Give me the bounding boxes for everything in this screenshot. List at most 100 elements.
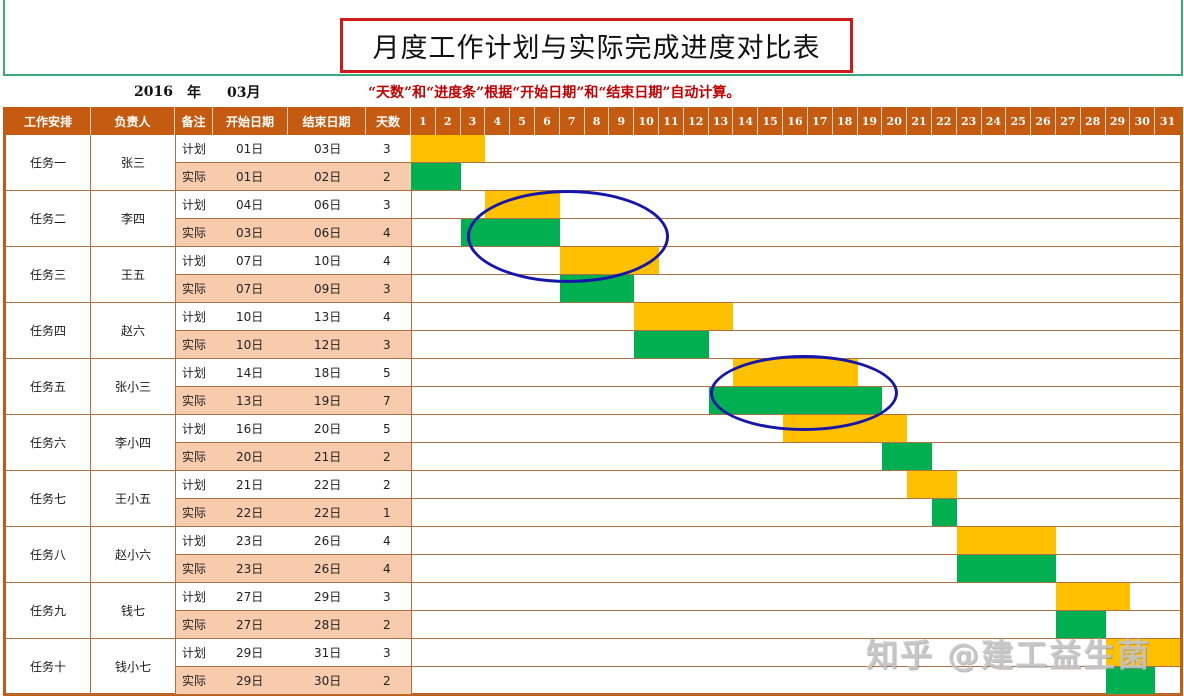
task-owner: 王五 xyxy=(120,268,145,282)
auto-calc-note: “天数”和“进度条”根据“开始日期”和“结束日期”自动计算。 xyxy=(368,85,741,101)
task-name: 任务三 xyxy=(6,247,91,302)
start-date-cell: 23日 xyxy=(236,562,264,576)
actual-progress-bar xyxy=(931,499,957,526)
day-header: 5 xyxy=(510,107,536,135)
start-date-cell: 27日 xyxy=(236,590,264,604)
start-date-cell: 22日 xyxy=(236,506,264,520)
task-group: 任务七 王小五 xyxy=(6,471,175,527)
title-frame xyxy=(3,0,1183,76)
remark-cell: 计划 xyxy=(182,534,207,548)
grid-line xyxy=(411,302,1180,303)
actual-progress-bar xyxy=(1105,667,1156,694)
day-header: 10 xyxy=(634,107,660,135)
grid-line xyxy=(411,526,1180,527)
remark-cell: 实际 xyxy=(182,562,207,576)
end-date-cell: 03日 xyxy=(314,142,342,156)
start-date-cell: 16日 xyxy=(236,422,264,436)
remark-cell: 实际 xyxy=(182,618,207,632)
actual-progress-bar xyxy=(411,163,461,190)
task-owner: 李四 xyxy=(120,212,145,226)
day-header: 14 xyxy=(733,107,759,135)
day-header: 17 xyxy=(808,107,833,135)
grid-line xyxy=(411,694,1180,695)
day-header: 9 xyxy=(609,107,635,135)
day-header: 22 xyxy=(932,107,957,135)
day-header: 30 xyxy=(1130,107,1156,135)
start-date-cell: 07日 xyxy=(236,282,264,296)
grid-line xyxy=(411,162,1180,163)
plan-row: 计划 27日 29日 3 xyxy=(6,583,1180,611)
row-info: 计划 10日 13日 4 xyxy=(175,303,411,331)
plan-row: 计划 16日 20日 5 xyxy=(6,415,1180,443)
grid-line xyxy=(411,582,1180,583)
days-cell: 2 xyxy=(383,477,391,492)
start-date-cell: 03日 xyxy=(236,226,264,240)
task-group: 任务九 钱七 xyxy=(6,583,175,639)
actual-row: 实际 29日 30日 2 xyxy=(6,667,1180,695)
day-header: 25 xyxy=(1006,107,1032,135)
end-date-cell: 26日 xyxy=(314,562,342,576)
end-date-cell: 06日 xyxy=(314,198,342,212)
plan-row: 计划 01日 03日 3 xyxy=(6,135,1180,163)
plan-row: 计划 23日 26日 4 xyxy=(6,527,1180,555)
grid-line xyxy=(411,470,1180,471)
task-owner: 王小五 xyxy=(114,492,151,506)
end-date-cell: 13日 xyxy=(314,310,342,324)
task-name: 任务五 xyxy=(6,359,91,414)
year-unit: 年 xyxy=(186,85,201,101)
days-cell: 2 xyxy=(383,673,391,688)
actual-row: 实际 23日 26日 4 xyxy=(6,555,1180,583)
day-header: 24 xyxy=(982,107,1007,135)
task-name: 任务九 xyxy=(6,583,91,638)
title-box: 月度工作计划与实际完成进度对比表 xyxy=(340,18,853,73)
remark-cell: 计划 xyxy=(182,310,207,324)
days-cell: 3 xyxy=(383,645,391,660)
day-header: 8 xyxy=(585,107,610,135)
grid-line xyxy=(411,330,1180,331)
end-date-cell: 21日 xyxy=(314,450,342,464)
day-header: 2 xyxy=(436,107,461,135)
actual-row: 实际 22日 22日 1 xyxy=(6,499,1180,527)
task-group: 任务一 张三 xyxy=(6,135,175,191)
remark-cell: 计划 xyxy=(182,590,207,604)
grid-line xyxy=(411,610,1180,611)
start-date-cell: 01日 xyxy=(236,142,264,156)
start-date-cell: 21日 xyxy=(236,478,264,492)
plan-row: 计划 29日 31日 3 xyxy=(6,639,1180,667)
task-group: 任务四 赵六 xyxy=(6,303,175,359)
row-info: 实际 03日 06日 4 xyxy=(175,219,411,247)
remark-cell: 实际 xyxy=(182,506,207,520)
days-cell: 4 xyxy=(383,253,391,268)
days-cell: 3 xyxy=(383,589,391,604)
plan-progress-bar xyxy=(411,135,486,162)
remark-cell: 计划 xyxy=(182,478,207,492)
end-date-cell: 18日 xyxy=(314,366,342,380)
days-cell: 3 xyxy=(383,141,391,156)
day-header: 15 xyxy=(758,107,784,135)
end-date-cell: 29日 xyxy=(314,590,342,604)
remark-cell: 实际 xyxy=(182,338,207,352)
grid-line xyxy=(411,190,1180,191)
end-date-cell: 10日 xyxy=(314,254,342,268)
start-date-cell: 01日 xyxy=(236,170,264,184)
row-info: 实际 01日 02日 2 xyxy=(175,163,411,191)
day-header: 11 xyxy=(659,107,684,135)
remark-cell: 实际 xyxy=(182,282,207,296)
remark-cell: 计划 xyxy=(182,198,207,212)
row-info: 实际 20日 21日 2 xyxy=(175,443,411,471)
plan-progress-bar xyxy=(956,527,1056,554)
task-owner: 张小三 xyxy=(114,380,151,394)
gantt-divider xyxy=(411,135,412,695)
day-header: 20 xyxy=(882,107,908,135)
days-cell: 5 xyxy=(383,365,391,380)
task-name: 任务四 xyxy=(6,303,91,358)
task-group: 任务六 李小四 xyxy=(6,415,175,471)
remark-cell: 实际 xyxy=(182,394,207,408)
start-date-cell: 14日 xyxy=(236,366,264,380)
days-cell: 7 xyxy=(383,393,391,408)
end-date-cell: 28日 xyxy=(314,618,342,632)
actual-row: 实际 07日 09日 3 xyxy=(6,275,1180,303)
year-value: 2016 xyxy=(134,84,173,100)
end-date-cell: 30日 xyxy=(314,674,342,688)
days-cell: 3 xyxy=(383,337,391,352)
